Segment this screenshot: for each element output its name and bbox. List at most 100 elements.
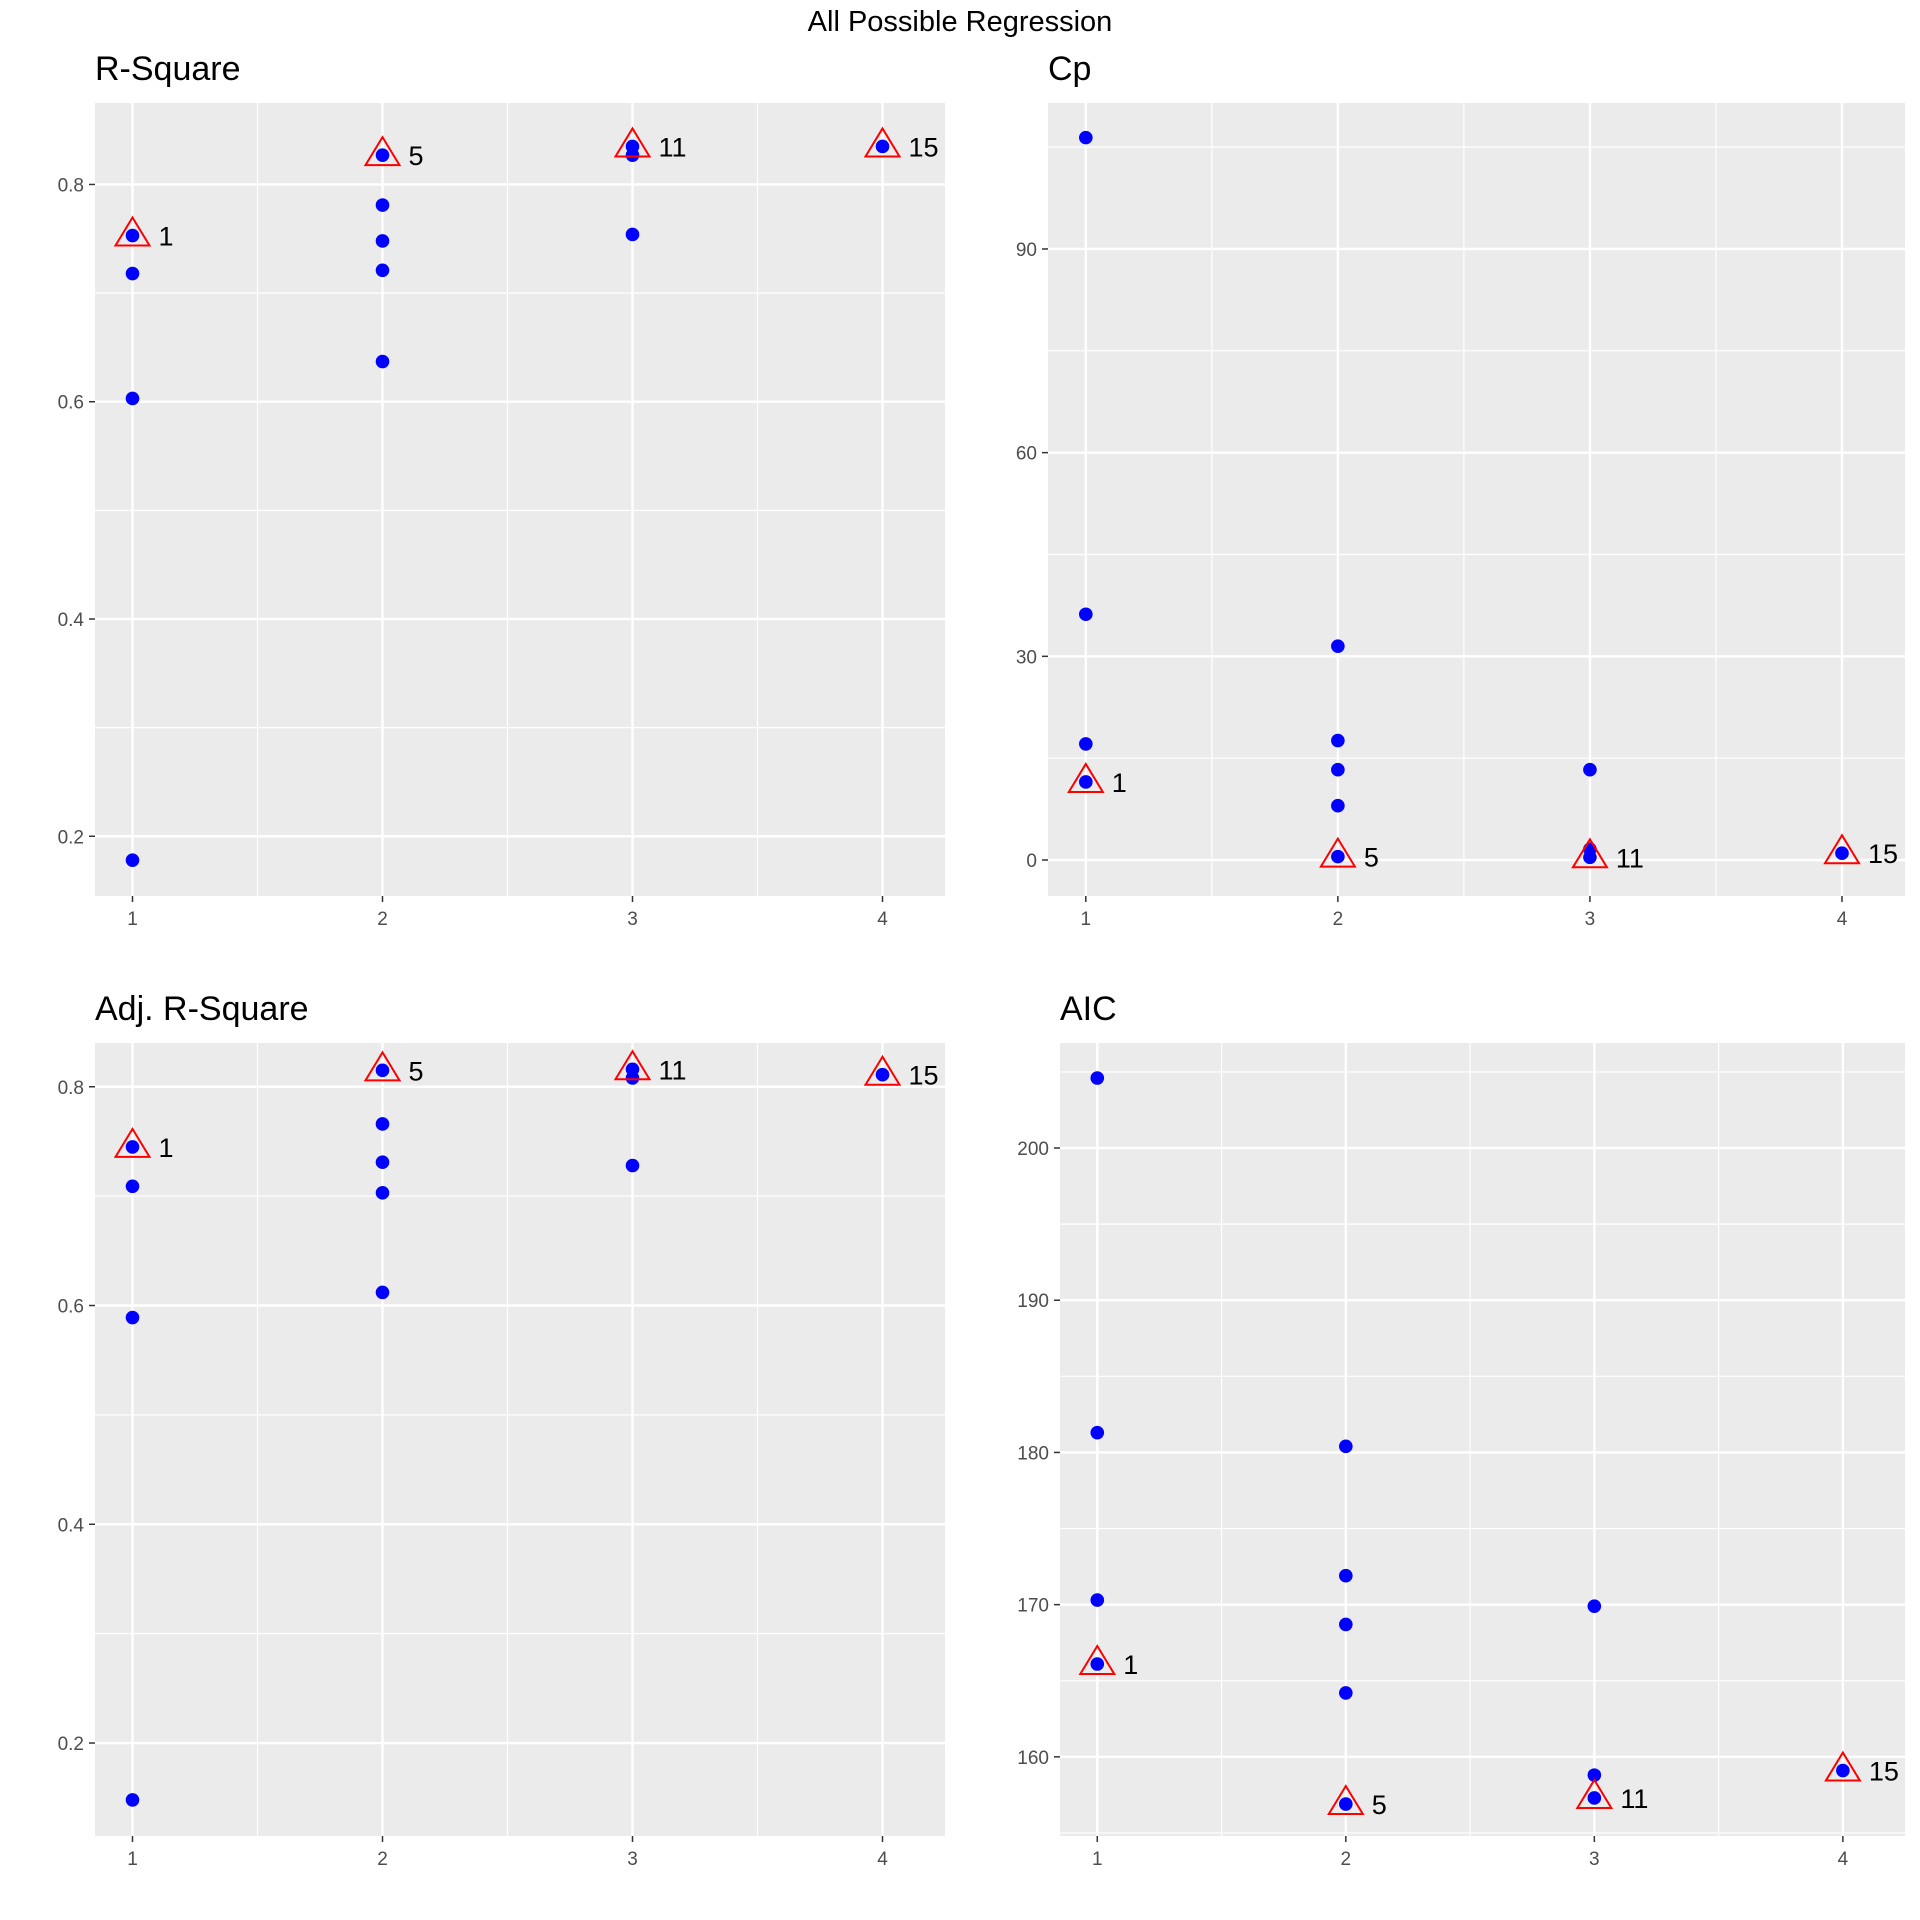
adj-r-square-y-tick-label: 0.2 [58, 1734, 84, 1755]
adj-r-square-data-point [375, 1285, 390, 1300]
aic-data-point [1339, 1568, 1353, 1583]
r-square-y-tick-label: 0.2 [58, 827, 84, 848]
adj-r-square-y-tick-label: 0.6 [58, 1297, 84, 1318]
cp-best-model-label: 15 [1868, 839, 1898, 869]
cp-data-point [1331, 639, 1345, 653]
cp-data-point [1331, 733, 1345, 748]
adj-r-square-x-tick-label: 1 [127, 1849, 138, 1870]
r-square-data-point [375, 198, 390, 212]
adj-r-square-x-tick-label: 2 [377, 1849, 388, 1870]
r-square-data-point [125, 228, 140, 243]
r-square-data-point [375, 148, 390, 162]
r-square-data-point [125, 266, 140, 281]
aic-y-tick-label: 160 [1017, 1748, 1049, 1769]
aic-best-model-marker [1327, 1784, 1365, 1816]
aic-y-tick-label: 200 [1017, 1139, 1049, 1160]
cp-data-point [1835, 846, 1849, 861]
cp-data-point [1079, 607, 1093, 622]
adj-r-square-best-model-marker [363, 1050, 402, 1082]
r-square-y-tick-label: 0.4 [58, 610, 85, 631]
aic-y-tick-label: 170 [1017, 1596, 1049, 1617]
cp-best-model-label: 1 [1112, 768, 1127, 798]
r-square-title: R-Square [95, 50, 241, 88]
aic-y-tick-label: 180 [1017, 1443, 1049, 1464]
r-square-y-tick-label: 0.6 [58, 393, 84, 414]
adj-r-square-y-tick-label: 0.4 [58, 1515, 85, 1536]
r-square-x-tick-label: 3 [627, 909, 638, 930]
aic-title: AIC [1060, 990, 1117, 1028]
adj-r-square-data-point [125, 1140, 140, 1154]
cp-best-model-marker [1823, 833, 1861, 865]
aic-data-point [1836, 1763, 1850, 1778]
r-square-x-tick-label: 4 [877, 909, 888, 930]
adj-r-square-data-point [625, 1071, 640, 1085]
adj-r-square-data-point [375, 1063, 390, 1078]
r-square-best-model-label: 15 [909, 132, 939, 162]
cp-data-point [1079, 775, 1093, 789]
r-square-best-model-marker [113, 215, 152, 247]
r-square-data-point [375, 234, 390, 248]
r-square-data-point [125, 853, 140, 867]
r-square-best-model-label: 11 [659, 132, 687, 162]
cp-y-tick-label: 90 [1016, 240, 1037, 261]
aic-x-tick-label: 2 [1341, 1849, 1352, 1870]
aic-plot-background [1060, 1043, 1905, 1836]
adj-r-square-title: Adj. R-Square [95, 990, 309, 1028]
cp-data-point [1079, 737, 1093, 751]
r-square-data-point [125, 391, 140, 406]
cp-best-model-label: 11 [1616, 843, 1644, 873]
cp-data-point [1331, 849, 1345, 864]
cp-title: Cp [1048, 50, 1091, 88]
r-square-data-point [375, 263, 390, 278]
adj-r-square-data-point [125, 1310, 140, 1325]
aic-best-model-label: 1 [1123, 1650, 1138, 1680]
aic-y-tick-label: 190 [1017, 1291, 1049, 1312]
adj-r-square-best-model-label: 5 [409, 1056, 424, 1086]
adj-r-square-data-point [125, 1793, 140, 1807]
cp-data-point [1331, 762, 1345, 777]
aic-data-point [1587, 1768, 1602, 1782]
cp-data-point [1079, 130, 1093, 145]
r-square-best-model-marker [363, 135, 402, 167]
r-square-best-model-label: 5 [409, 141, 424, 171]
r-square-data-point [625, 227, 640, 242]
adj-r-square-x-tick-label: 4 [877, 1849, 888, 1870]
r-square-best-model-label: 1 [159, 222, 174, 252]
r-square-x-tick-label: 2 [377, 909, 388, 930]
cp-best-model-label: 5 [1364, 843, 1379, 873]
aic-best-model-label: 11 [1620, 1784, 1648, 1814]
adj-r-square-data-point [375, 1117, 390, 1131]
r-square-best-model-marker [613, 126, 652, 158]
figure-title: All Possible Regression [807, 6, 1113, 38]
cp-best-model-marker [1571, 837, 1609, 869]
adj-r-square-data-point [125, 1179, 140, 1194]
cp-data-point [1331, 798, 1345, 813]
aic-data-point [1090, 1425, 1105, 1440]
adj-r-square-data-point [625, 1158, 640, 1173]
cp-x-tick-label: 4 [1837, 909, 1848, 930]
cp-best-model-marker [1067, 762, 1105, 793]
adj-r-square-best-model-marker [863, 1054, 902, 1086]
cp-y-tick-label: 60 [1016, 444, 1037, 465]
aic-data-point [1587, 1599, 1602, 1613]
adj-r-square-best-model-marker [113, 1126, 152, 1158]
r-square-data-point [375, 354, 390, 369]
adj-r-square-best-model-label: 11 [659, 1055, 687, 1085]
aic-data-point [1090, 1593, 1105, 1607]
aic-best-model-label: 15 [1869, 1757, 1899, 1787]
adj-r-square-x-tick-label: 3 [627, 1849, 638, 1870]
adj-r-square-data-point [375, 1186, 390, 1200]
adj-r-square-best-model-label: 15 [909, 1061, 939, 1091]
aic-best-model-marker [1824, 1750, 1862, 1782]
r-square-y-tick-label: 0.8 [58, 175, 84, 196]
aic-best-model-marker [1078, 1644, 1117, 1676]
aic-data-point [1339, 1439, 1353, 1454]
r-square-best-model-marker [863, 126, 902, 158]
aic-data-point [1339, 1686, 1353, 1700]
r-square-data-point [625, 148, 640, 162]
aic-data-point [1339, 1797, 1353, 1811]
